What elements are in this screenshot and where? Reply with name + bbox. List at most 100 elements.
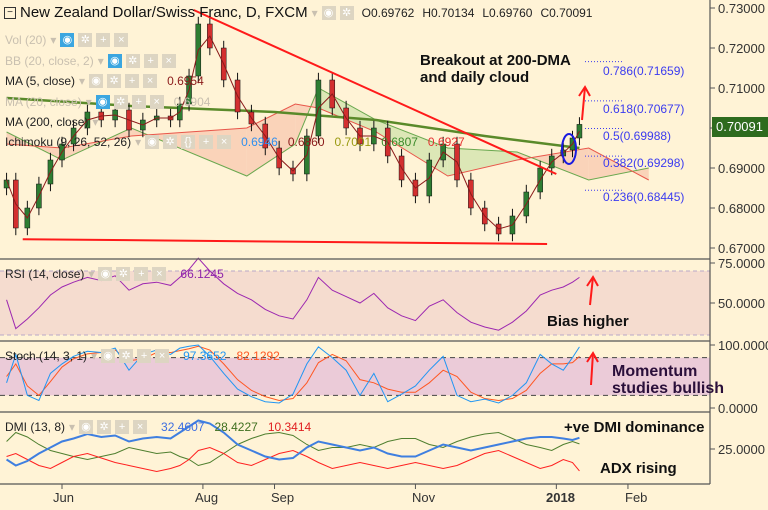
close-icon[interactable]: × — [152, 267, 167, 281]
close-icon[interactable]: × — [155, 349, 170, 363]
close-icon[interactable]: × — [217, 135, 232, 149]
close-icon[interactable]: × — [143, 74, 158, 88]
gear-icon[interactable]: ✲ — [339, 5, 354, 20]
breakout-arrow-head — [578, 85, 591, 97]
braces-icon[interactable]: {} — [181, 135, 196, 149]
breakout-note: Breakout at 200-DMA and daily cloud — [420, 52, 571, 86]
resistance-trendline — [193, 9, 557, 175]
ma5-label: MA (5, close) — [5, 74, 76, 88]
stoch-note: Momentum studies bullish — [612, 363, 724, 397]
ma5-line — [6, 35, 580, 230]
add-icon[interactable]: + — [125, 74, 140, 88]
legend-stoch[interactable]: Stoch (14, 3, 1) ▾ ◉ ✲ + × 97.3652 82.1292 — [5, 349, 280, 363]
gear-icon[interactable]: ✲ — [107, 74, 122, 88]
rsi-value: 66.1245 — [180, 267, 224, 281]
rsi-tick: 50.0000 — [718, 296, 765, 311]
breakout-note-line1: Breakout at 200-DMA — [420, 52, 571, 69]
dmi-minus-line — [6, 431, 580, 467]
time-tick: Sep — [271, 490, 295, 505]
legend-ma20[interactable]: MA (20, close) ▾ ◉ ✲ + × 0.6904 — [5, 95, 211, 109]
price-tick: 0.71000 — [718, 81, 765, 96]
ohlc-open: O0.69762 — [361, 5, 415, 20]
fib-label-0236: 0.236(0.68445) — [603, 190, 685, 204]
rsi-arrow — [589, 276, 594, 306]
legend-bb[interactable]: BB (20, close, 2) ▾ ◉ ✲ + × — [5, 54, 176, 68]
close-icon[interactable]: × — [133, 420, 148, 434]
breakout-arrow — [581, 86, 586, 121]
eye-icon[interactable]: ◉ — [98, 267, 113, 281]
gear-icon[interactable]: ✲ — [125, 54, 140, 68]
add-icon[interactable]: + — [131, 95, 146, 109]
fib-label-0786: 0.786(0.71659) — [603, 64, 685, 78]
symbol-header: − New Zealand Dollar/Swiss Franc, D, FXC… — [4, 4, 592, 21]
collapse-icon[interactable]: − — [4, 6, 16, 19]
rsi-label: RSI (14, close) — [5, 267, 85, 281]
price-tick: 0.67000 — [718, 241, 765, 256]
ma200-label: MA (200, close) — [5, 115, 89, 129]
legend-rsi[interactable]: RSI (14, close) ▾ ◉ ✲ + × 66.1245 — [5, 267, 224, 281]
stoch-k-line — [6, 344, 580, 404]
dropdown-icon[interactable]: ▾ — [311, 5, 318, 20]
ohlc-high: H0.70134 — [422, 5, 475, 20]
close-icon[interactable]: × — [114, 33, 129, 47]
time-tick: Aug — [195, 490, 219, 505]
ichimoku-conversion: 0.6946 — [241, 135, 278, 149]
add-icon[interactable]: + — [199, 135, 214, 149]
eye-icon[interactable]: ◉ — [101, 349, 116, 363]
eye-icon[interactable]: ◉ — [95, 95, 110, 109]
price-tick: 0.68000 — [718, 201, 765, 216]
eye-icon[interactable]: ◉ — [89, 74, 104, 88]
rsi-tick: 75.0000 — [718, 256, 765, 271]
fib-label-0382: 0.382(0.69298) — [603, 156, 685, 170]
stoch-tick: 0.0000 — [718, 401, 758, 416]
time-tick: Nov — [412, 490, 436, 505]
eye-icon[interactable]: ◉ — [79, 420, 94, 434]
legend-vol[interactable]: Vol (20) ▾ ◉ ✲ + × — [5, 33, 129, 47]
add-icon[interactable]: + — [137, 349, 152, 363]
legend-ichimoku[interactable]: Ichimoku (9, 26, 52, 26) ▾ ◉ ✲{} + × 0.6946 … — [5, 135, 465, 149]
ohlc-close: C0.70091 — [540, 5, 593, 20]
stoch-arrow-head — [586, 351, 599, 363]
fib-label-05: 0.5(0.69988) — [603, 129, 672, 143]
stoch-note-line2: studies bullish — [612, 380, 725, 397]
stoch-note-line1: Momentum — [612, 363, 698, 380]
eye-icon[interactable]: ◉ — [60, 33, 75, 47]
last-price-badge: 0.70091 — [712, 117, 768, 137]
fib-label-0618: 0.618(0.70677) — [603, 102, 685, 116]
eye-icon[interactable]: ◉ — [321, 5, 336, 20]
ichimoku-label: Ichimoku (9, 26, 52, 26) — [5, 135, 132, 149]
add-icon[interactable]: + — [134, 267, 149, 281]
time-tick: Jun — [53, 490, 74, 505]
gear-icon[interactable]: ✲ — [113, 95, 128, 109]
add-icon[interactable]: + — [143, 54, 158, 68]
ma20-value: 0.6904 — [173, 95, 211, 109]
price-tick: 0.72000 — [718, 41, 765, 56]
price-tick: 0.73000 — [718, 1, 765, 16]
dmi-label: DMI (13, 8) — [5, 420, 66, 434]
ma20-label: MA (20, close) — [5, 95, 82, 109]
gear-icon[interactable]: ✲ — [119, 349, 134, 363]
gear-icon[interactable]: ✲ — [78, 33, 93, 47]
price-tick: 0.69000 — [718, 161, 765, 176]
eye-icon[interactable]: ◉ — [107, 54, 122, 68]
eye-icon[interactable]: ◉ — [145, 135, 160, 149]
add-icon[interactable]: + — [96, 33, 111, 47]
close-icon[interactable]: × — [161, 54, 176, 68]
close-icon[interactable]: × — [149, 95, 164, 109]
legend-ma200[interactable]: MA (200, close) ▾ — [5, 115, 99, 129]
gear-icon[interactable]: ✲ — [97, 420, 112, 434]
legend-ma5[interactable]: MA (5, close) ▾ ◉ ✲ + × 0.6954 — [5, 74, 204, 88]
rsi-arrow-head — [586, 275, 599, 287]
chart-title: New Zealand Dollar/Swiss Franc, D, FXCM — [20, 4, 308, 21]
stoch-arrow — [590, 352, 594, 386]
rsi-line — [6, 257, 580, 331]
ma5-value: 0.6954 — [167, 74, 204, 88]
gear-icon[interactable]: ✲ — [163, 135, 178, 149]
gear-icon[interactable]: ✲ — [116, 267, 131, 281]
legend-dmi[interactable]: DMI (13, 8) ▾ ◉ ✲ + × 32.4607 28.4227 10.341… — [5, 420, 312, 434]
add-icon[interactable]: + — [115, 420, 130, 434]
dmi-minus-value: 28.4227 — [214, 420, 258, 434]
rsi-note: Bias higher — [547, 313, 629, 330]
time-tick: 2018 — [546, 490, 575, 505]
